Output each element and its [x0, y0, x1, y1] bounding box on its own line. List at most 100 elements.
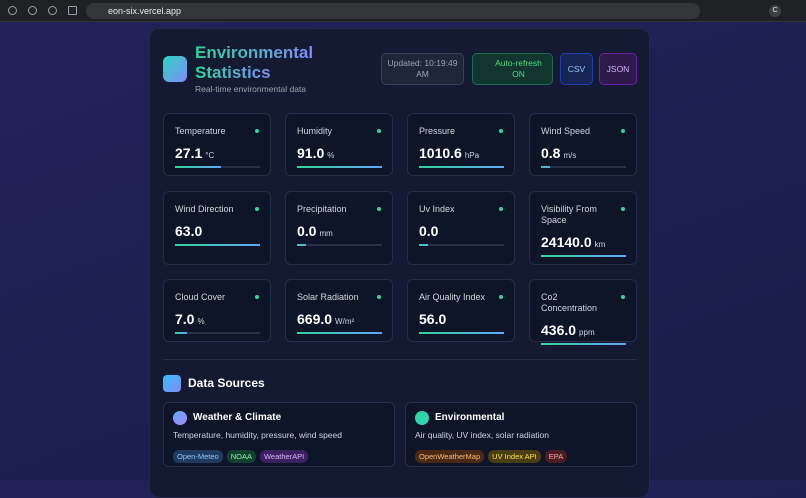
progress-track [175, 243, 260, 246]
metric-label: Wind Direction [175, 203, 234, 214]
source-tag: NOAA [226, 450, 256, 463]
metric-value: 0.0 [419, 223, 503, 239]
progress-track [297, 243, 382, 246]
avatar[interactable]: C [769, 5, 781, 17]
value: 56.0 [419, 311, 447, 327]
metric-label: Precipitation [297, 203, 347, 214]
status-dot [621, 129, 625, 133]
logo [163, 56, 187, 82]
browser-bar: eon-six.vercel.app C [0, 0, 806, 22]
status-dot [499, 129, 503, 133]
metric-value: 0.8 m/s [541, 145, 625, 161]
unit: % [327, 151, 335, 160]
home[interactable] [68, 6, 77, 15]
metric-label: Temperature [175, 126, 226, 136]
progress-fill [541, 254, 626, 257]
metric-value: 56.0 [419, 311, 503, 327]
metric-label: Wind Speed [541, 126, 591, 136]
unit: hPa [464, 151, 480, 160]
metric-value: 63.0 [175, 223, 259, 239]
source-card: Environmental Air quality, UV index, sola… [405, 402, 637, 467]
unit: ppm [579, 328, 595, 337]
value: 63.0 [175, 222, 203, 239]
status-dot [377, 129, 381, 133]
progress-track [419, 243, 504, 246]
metric-card: Uv Index 0.0 [407, 190, 515, 265]
auto-refresh[interactable]: Auto-refresh ON [472, 53, 553, 85]
metric-card: Wind Direction 63.0 [163, 190, 271, 265]
metric-label: Air Quality Index [419, 292, 486, 302]
metric-value: 91.0% [297, 145, 381, 161]
unit: W/m² [335, 317, 355, 326]
progress-fill [175, 332, 187, 334]
value: 1010.6 [419, 145, 462, 161]
metric-value: 7.0% [175, 311, 259, 327]
url-bar[interactable]: eon-six.vercel.app [86, 3, 700, 19]
metric-card: Precipitation 0.0 mm [285, 190, 393, 265]
status-dot [377, 206, 381, 211]
source-tag: EPA [544, 450, 568, 463]
status-dot [377, 295, 381, 299]
tag-row: Open-Meteo NOAA WeatherAPI [173, 446, 312, 464]
metric-value: 0.0 mm [297, 223, 381, 239]
metric-card: Air Quality Index 56.0 [407, 279, 515, 342]
source-title: Weather & Climate [193, 412, 282, 423]
progress-fill [419, 166, 504, 168]
value: 24140.0 [541, 233, 592, 250]
value: 0.0 [419, 222, 439, 239]
metric-card: Solar Radiation 669.0 W/m² [285, 279, 393, 342]
subtitle: Real-time environmental data [195, 84, 307, 94]
progress-track [541, 343, 626, 345]
source-title: Environmental [435, 412, 505, 423]
metric-value: 669.0 W/m² [297, 311, 381, 327]
sources-title: Data Sources [188, 376, 265, 390]
progress-track [541, 254, 626, 257]
status-dot [255, 129, 259, 133]
value: 0.0 [297, 222, 317, 239]
title: Environmental [195, 43, 314, 62]
metric-label: Visibility From Space [541, 203, 597, 225]
progress-fill [297, 243, 306, 246]
value: 27.1 [175, 145, 203, 161]
progress-fill [419, 332, 504, 334]
unit: mm [319, 228, 333, 238]
metric-card: Humidity 91.0% [285, 113, 393, 176]
metric-card: Visibility From Space 24140.0 km [529, 190, 637, 265]
sources-icon [163, 375, 181, 392]
value: 436.0 [541, 322, 577, 338]
csv-button[interactable]: CSV [560, 53, 593, 85]
metric-label: Uv Index [419, 203, 455, 214]
metric-card: Temperature 27.1 °C [163, 113, 271, 176]
metric-label: Humidity [297, 126, 333, 136]
value: 7.0 [175, 311, 195, 327]
metric-value: 436.0 ppm [541, 322, 625, 338]
status-dot [621, 206, 625, 211]
progress-track [419, 166, 504, 168]
unit: m/s [563, 151, 577, 160]
progress-fill [541, 166, 550, 168]
metric-value: 24140.0 km [541, 234, 625, 250]
status-dot [499, 206, 503, 211]
source-tag: UV Index API [488, 450, 541, 463]
back[interactable] [8, 6, 17, 15]
source-description: Temperature, humidity, pressure, wind sp… [173, 430, 342, 440]
progress-fill [419, 243, 428, 246]
json-button[interactable]: JSON [599, 53, 637, 85]
reload[interactable] [48, 6, 57, 15]
source-icon [173, 411, 187, 425]
progress-track [541, 166, 626, 168]
metric-card: Cloud Cover 7.0% [163, 279, 271, 342]
metric-value: 27.1 °C [175, 145, 259, 161]
metric-label: Co2 Concentration [541, 292, 598, 313]
divider [163, 359, 637, 360]
progress-track [419, 332, 504, 334]
progress-track [297, 332, 382, 334]
forward[interactable] [28, 6, 37, 15]
progress-fill [175, 166, 221, 168]
source-tag: OpenWeatherMap [415, 450, 485, 463]
metric-label: Pressure [419, 126, 456, 136]
value: 669.0 [297, 311, 333, 327]
status-dot [255, 295, 259, 299]
status-dot [499, 295, 503, 299]
